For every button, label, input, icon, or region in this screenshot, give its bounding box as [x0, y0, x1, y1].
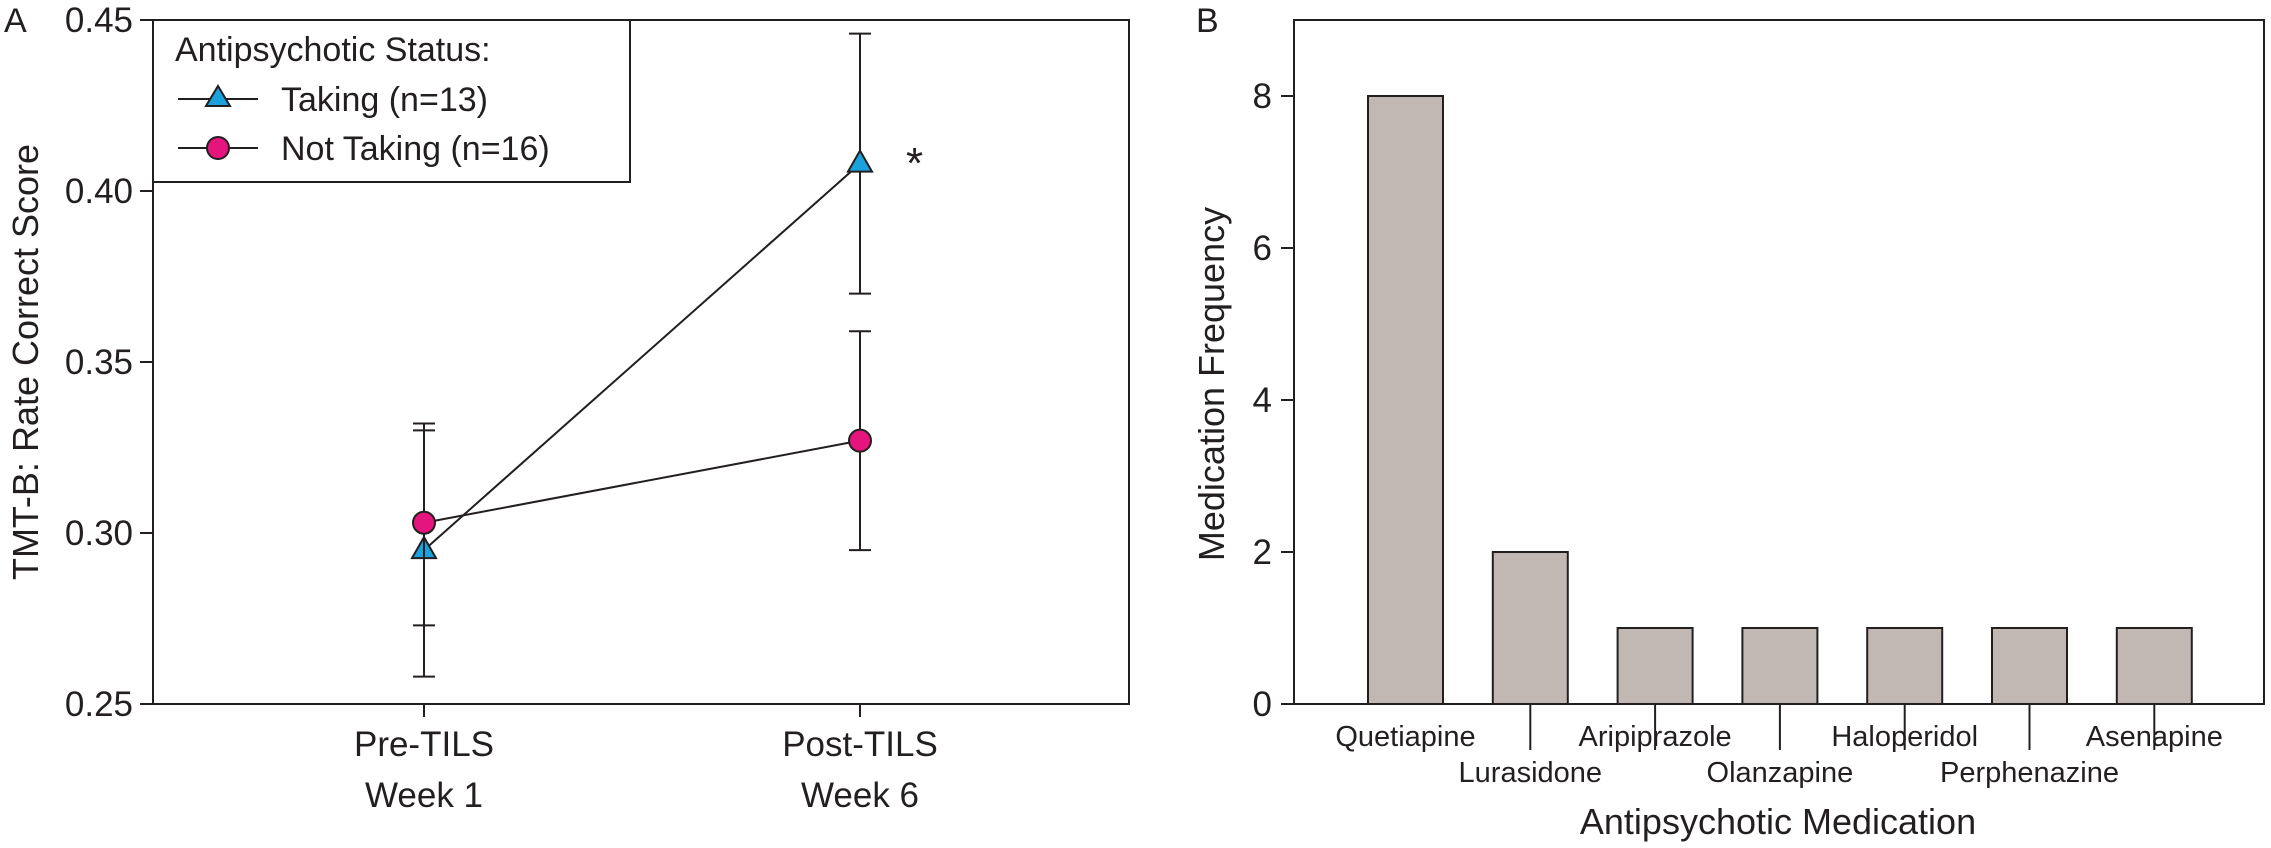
panel-a-y-axis-title: TMT-B: Rate Correct Score — [5, 144, 46, 580]
significance-asterisk: * — [906, 139, 923, 188]
panel-a-x-tick-label: Week 6 — [801, 776, 919, 815]
bar-haloperidol — [1866, 627, 1944, 705]
panel-b-category-label: Perphenazine — [1940, 757, 2119, 789]
panel-b-y-tick-label: 0 — [1253, 685, 1272, 724]
panel-b-category-label: Asenapine — [2086, 721, 2223, 753]
data-point-circle — [412, 510, 436, 535]
panel-b-y-axis: 0 2 4 6 8 — [1253, 77, 1294, 724]
legend: Antipsychotic Status: Taking (n=13) Not … — [152, 19, 631, 183]
panel-a-label: A — [4, 2, 27, 40]
panel-a: A 0.25 0.30 0.35 0.40 0.45 Pre-TILS Week 1 Pos… — [4, 1, 1130, 815]
bar-asenapine — [2115, 627, 2193, 705]
panel-a-x-tick-label: Pre-TILS — [354, 725, 494, 764]
panel-a-x-axis: Pre-TILS Week 1 Post-TILS Week 6 — [354, 704, 938, 815]
bar-olanzapine — [1741, 627, 1819, 705]
bar-lurasidone — [1491, 551, 1569, 705]
bar-aripiprazole — [1616, 627, 1694, 705]
panel-b-label: B — [1196, 2, 1219, 40]
panel-b-y-tick-label: 6 — [1253, 229, 1272, 268]
legend-label-taking: Taking (n=13) — [281, 81, 488, 119]
panel-b-category-label: Lurasidone — [1459, 757, 1603, 789]
panel-b-x-axis: Quetiapine Lurasidone Aripiprazole Olanzapi… — [1335, 704, 2223, 789]
panel-a-y-tick-label: 0.25 — [65, 685, 133, 724]
legend-box — [152, 19, 631, 183]
panel-b-y-tick-label: 8 — [1253, 77, 1272, 116]
legend-label-not-taking: Not Taking (n=16) — [281, 130, 550, 168]
panel-b-y-tick-label: 2 — [1253, 533, 1272, 572]
panel-a-y-tick-label: 0.35 — [65, 343, 133, 382]
panel-b-y-axis-title: Medication Frequency — [1191, 207, 1232, 561]
legend-marker-taking-icon — [204, 84, 232, 107]
panel-a-x-tick-label: Post-TILS — [782, 725, 938, 764]
legend-marker-not-taking-icon — [206, 136, 230, 160]
panel-b-category-label: Haloperidol — [1831, 721, 1978, 753]
legend-item-not-taking: Not Taking (n=16) — [178, 130, 550, 168]
series-line — [423, 439, 861, 524]
data-point-triangle — [846, 148, 874, 173]
panel-a-series — [410, 32, 874, 678]
panel-a-y-tick-label: 0.30 — [65, 514, 133, 553]
panel-b-x-axis-title: Antipsychotic Medication — [1580, 801, 1976, 842]
panel-b-category-label: Aripiprazole — [1579, 721, 1732, 753]
panel-a-y-tick-label: 0.45 — [65, 1, 133, 40]
panel-a-x-tick-label: Week 1 — [365, 776, 483, 815]
panel-a-y-axis: 0.25 0.30 0.35 0.40 0.45 — [65, 1, 153, 724]
panel-b-y-tick-label: 4 — [1253, 381, 1272, 420]
panel-b-bars — [1367, 95, 2193, 705]
legend-title: Antipsychotic Status: — [175, 31, 491, 69]
legend-item-taking: Taking (n=13) — [178, 81, 488, 119]
bar-perphenazine — [1991, 627, 2068, 705]
panel-a-y-tick-label: 0.40 — [65, 172, 133, 211]
panel-b-category-label: Olanzapine — [1707, 757, 1854, 789]
bar-quetiapine — [1367, 95, 1444, 705]
series-line — [423, 162, 861, 551]
data-point-circle — [848, 428, 872, 453]
panel-b: B 0 2 4 6 8 Quetiapine Lurasidone Aripiprazole… — [1191, 2, 2265, 842]
panel-b-category-label: Quetiapine — [1335, 721, 1475, 753]
series-not-taking — [412, 330, 872, 627]
